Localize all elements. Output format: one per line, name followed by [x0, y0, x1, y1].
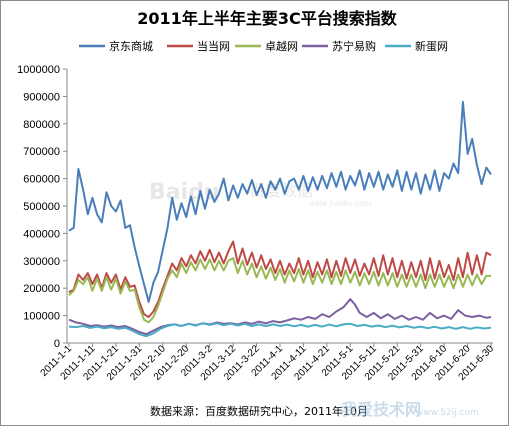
y-tick-label: 300000: [23, 256, 60, 268]
legend-label-4: 新蛋网: [415, 39, 448, 53]
watermark-site: 我爱技术网 www.52ij.com: [341, 400, 479, 419]
y-tick-label: 0: [54, 338, 60, 350]
y-tick-label: 600000: [23, 174, 60, 186]
series-line-3: [68, 298, 492, 336]
legend-label-2: 卓越网: [265, 39, 298, 53]
watermark-site-text: 我爱技术网: [341, 400, 421, 419]
y-tick-label: 800000: [23, 119, 60, 131]
y-tick-label: 1000000: [17, 64, 60, 76]
y-tick-label: 900000: [23, 91, 60, 103]
y-tick-label: 400000: [23, 228, 60, 240]
x-axis-ticks: 2011-1-12011-1-112011-1-212011-1-312011-…: [39, 343, 496, 383]
watermark-baidu-url: date.baidu.com: [309, 199, 372, 208]
legend-label-3: 苏宁易购: [332, 39, 376, 53]
series-line-2: [68, 257, 491, 324]
series-line-4: [68, 322, 492, 338]
plot-area: 0 100000 200000 300000 400000 500000 600000 700…: [17, 64, 496, 383]
source-note: 数据来源：百度数据研究中心，2011年10月: [150, 404, 368, 418]
y-axis-ticks: 0 100000 200000 300000 400000 500000 600000 700…: [17, 64, 67, 350]
y-tick-label: 500000: [23, 201, 60, 213]
chart-title: 2011年上半年主要3C平台搜索指数: [137, 9, 397, 28]
y-tick-label: 200000: [23, 283, 60, 295]
series-line-1: [68, 240, 492, 318]
legend-label-0: 京东商城: [109, 39, 153, 53]
series-line-0: [68, 100, 492, 303]
legend: 京东商城 当当网 卓越网 苏宁易购 新蛋网: [79, 39, 448, 53]
legend-label-1: 当当网: [197, 39, 230, 53]
series-lines: [68, 100, 492, 338]
watermark-site-url: www.52ij.com: [416, 408, 479, 418]
y-tick-label: 700000: [23, 146, 60, 158]
y-tick-label: 100000: [23, 311, 60, 323]
